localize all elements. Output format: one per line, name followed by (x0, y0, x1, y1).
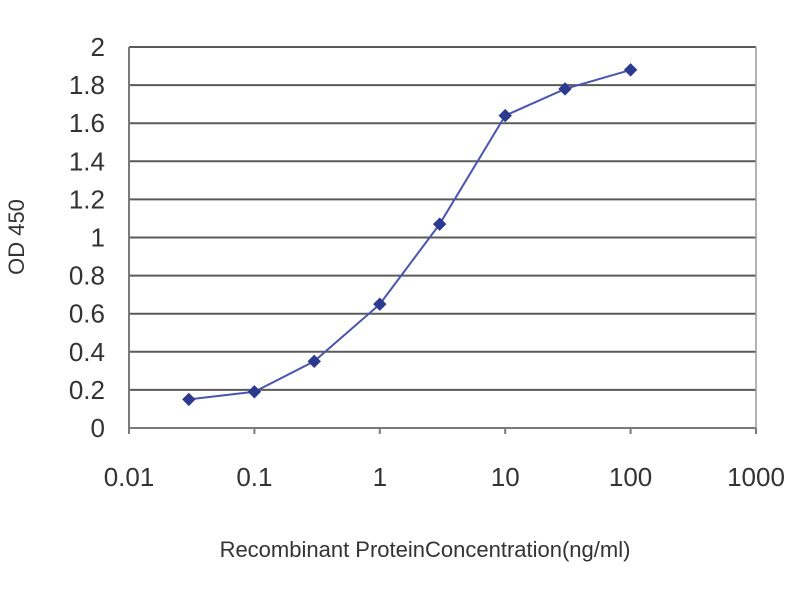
y-tick-label: 0.2 (69, 375, 105, 405)
x-tick-label: 0.1 (236, 462, 272, 492)
axes (128, 47, 757, 434)
data-point-marker (182, 392, 196, 407)
series-line (188, 68, 631, 401)
x-tick-label: 1000 (727, 462, 785, 492)
data-point-marker (623, 63, 638, 77)
series-line-layer (188, 68, 631, 401)
data-point-marker (373, 297, 387, 311)
y-tick-label: 1.4 (69, 146, 105, 176)
y-tick-label: 1.2 (69, 184, 105, 214)
y-tick-label: 1.6 (69, 108, 105, 138)
gridlines (129, 46, 756, 428)
x-tick-label: 1 (373, 462, 387, 492)
tick-labels: 0 0.2 0.4 0.6 0.8 1 1.2 1.4 1.6 1.8 2 0.01 0.1 1 10 100… (69, 32, 785, 492)
data-point-marker (498, 108, 512, 123)
data-markers (182, 63, 638, 407)
y-tick-label: 0.6 (69, 299, 105, 329)
x-tick-label: 100 (609, 462, 652, 492)
data-point-marker (247, 385, 262, 399)
data-point-marker (558, 82, 572, 96)
y-axis-label: OD 450 (4, 199, 29, 275)
x-tick-label: 0.01 (104, 462, 155, 492)
y-tick-label: 0.4 (69, 337, 105, 367)
y-tick-label: 1 (91, 223, 105, 253)
x-tick-label: 10 (491, 462, 520, 492)
y-tick-label: 1.8 (69, 70, 105, 100)
data-point-marker (432, 217, 447, 231)
x-axis-label: Recombinant ProteinConcentration(ng/ml) (220, 537, 631, 562)
y-tick-label: 0 (91, 413, 105, 443)
y-tick-label: 0.8 (69, 261, 105, 291)
y-tick-label: 2 (91, 32, 105, 62)
data-point-marker (307, 354, 321, 369)
